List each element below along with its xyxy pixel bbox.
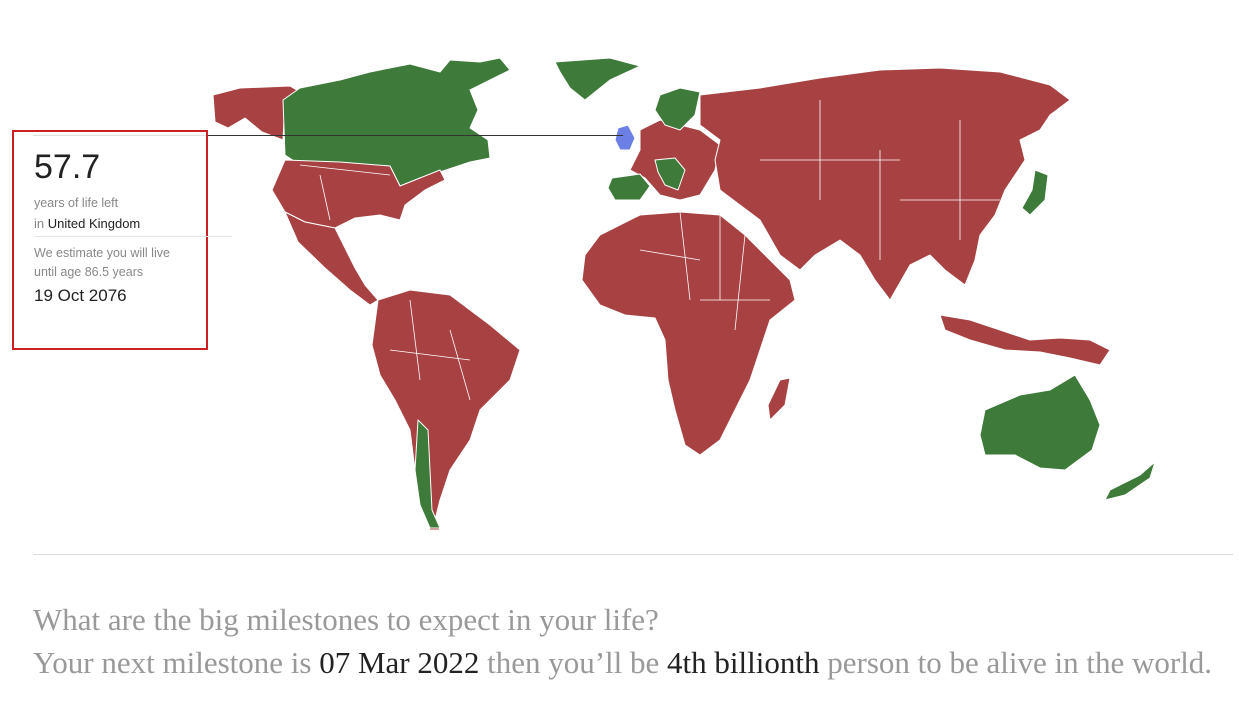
country-name: United Kingdom — [47, 216, 141, 231]
united-kingdom — [614, 124, 636, 151]
japan — [1021, 169, 1049, 216]
section-divider — [33, 554, 1233, 555]
in-prefix: in — [34, 216, 45, 231]
estimate-line-2: until age 86.5 years — [34, 265, 144, 279]
mexico — [284, 211, 379, 306]
years-left-value: 57.7 — [34, 148, 101, 186]
estimate-line-1: We estimate you will live — [34, 246, 170, 260]
greenland — [554, 57, 641, 101]
russia-asia — [699, 67, 1071, 301]
world-map — [212, 57, 1156, 531]
madagascar — [767, 377, 791, 421]
indonesia — [939, 314, 1111, 366]
connector-line — [33, 135, 623, 136]
milestone-ordinal: 4th billionth — [667, 645, 820, 680]
africa — [581, 211, 796, 456]
next-milestone-date: 07 Mar 2022 — [319, 645, 480, 680]
central-europe-green — [654, 157, 686, 191]
chile — [414, 419, 441, 529]
new-zealand — [1104, 461, 1156, 501]
milestone-suffix: person to be alive in the world. — [827, 645, 1213, 680]
spain — [607, 173, 651, 201]
then-text: then you’ll be — [487, 645, 660, 680]
next-prefix: Your next milestone is — [33, 645, 312, 680]
south-america — [371, 289, 521, 531]
scandinavia — [654, 87, 701, 131]
alaska — [212, 85, 301, 141]
country-line: in United Kingdom — [34, 216, 140, 231]
milestone-sentence: Your next milestone is 07 Mar 2022 then … — [33, 641, 1233, 684]
estimated-death-date: 19 Oct 2076 — [34, 286, 127, 305]
milestones-text: What are the big milestones to expect in… — [33, 598, 1233, 684]
card-divider — [34, 236, 232, 237]
years-left-label: years of life left — [34, 196, 119, 210]
australia — [979, 374, 1101, 471]
life-expectancy-card: 57.7 years of life left in United Kingdo… — [12, 130, 232, 350]
milestones-question: What are the big milestones to expect in… — [33, 602, 659, 637]
